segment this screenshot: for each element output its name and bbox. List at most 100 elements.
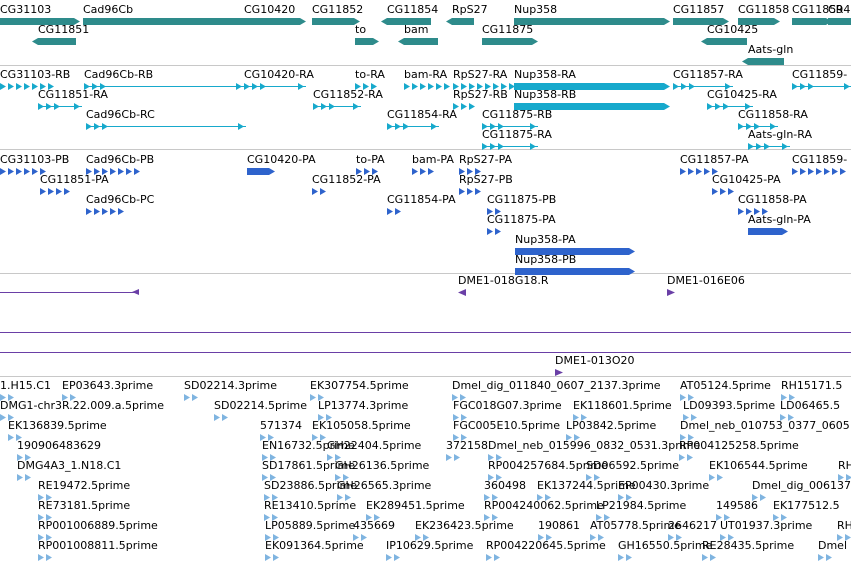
est-glyph	[573, 414, 589, 421]
transcript-glyph	[792, 83, 851, 90]
gene-glyph	[792, 18, 832, 25]
gene-glyph	[0, 18, 80, 25]
est-label: LD09393.5prime	[683, 399, 776, 412]
est-label: EN16732.5prime	[262, 439, 355, 452]
est-glyph	[683, 414, 699, 421]
est-glyph	[596, 514, 612, 521]
protein-glyph	[312, 188, 332, 195]
gene-label: CG10425	[707, 23, 759, 36]
est-label: Dmel_dig_011840_0607_2137.3prime	[452, 379, 661, 392]
clone-line	[0, 332, 851, 333]
protein-label: RpS27-PA	[459, 153, 513, 166]
est-glyph	[680, 434, 696, 441]
protein-glyph	[356, 168, 380, 175]
est-label: EK136839.5prime	[8, 419, 107, 432]
est-glyph	[415, 534, 431, 541]
track-separator	[0, 273, 851, 274]
est-glyph	[709, 474, 725, 481]
gene-label: RpS27	[452, 3, 488, 16]
transcript-glyph	[738, 123, 778, 130]
protein-label: CG11859-	[792, 153, 848, 166]
transcript-glyph	[86, 123, 246, 130]
transcript-glyph	[482, 143, 538, 150]
est-label: EK236423.5prime	[415, 519, 514, 532]
est-label: UT01937.3prime	[720, 519, 813, 532]
clone-end-marker	[132, 289, 139, 295]
gene-label: Aats-gln	[748, 43, 794, 56]
clone-line	[0, 352, 851, 353]
gene-glyph	[355, 38, 379, 45]
est-label: FGC005E10.5prime	[453, 419, 561, 432]
est-glyph	[538, 534, 554, 541]
protein-label: CG11858-PA	[738, 193, 807, 206]
protein-label: Aats-gln-PA	[748, 213, 811, 226]
est-glyph	[386, 554, 402, 561]
track-separator	[0, 376, 851, 377]
gene-glyph	[312, 18, 360, 25]
est-glyph	[488, 454, 504, 461]
transcript-glyph	[514, 103, 670, 110]
protein-glyph	[748, 228, 788, 235]
est-label: LD06465.5	[780, 399, 841, 412]
est-glyph	[618, 554, 634, 561]
est-glyph	[781, 394, 797, 401]
protein-label: CG11857-PA	[680, 153, 749, 166]
gene-glyph	[482, 38, 538, 45]
transcript-label: bam-RA	[404, 68, 448, 81]
protein-glyph	[0, 168, 50, 175]
gene-label: CG11857	[673, 3, 725, 16]
gene-glyph	[701, 38, 753, 45]
est-glyph	[484, 494, 500, 501]
gene-glyph	[398, 38, 444, 45]
est-glyph	[38, 534, 54, 541]
est-label: EK137244.5prime	[537, 479, 636, 492]
track-separator	[0, 149, 851, 150]
gene-label: to	[355, 23, 367, 36]
est-label: LP05889.5prime	[265, 519, 356, 532]
protein-label: Nup358-PB	[515, 253, 577, 266]
protein-label: CG11875-PA	[487, 213, 556, 226]
protein-label: CG31103-PB	[0, 153, 70, 166]
protein-label: to-PA	[356, 153, 385, 166]
est-label: RP004125258.5prime	[679, 439, 799, 452]
gene-glyph	[673, 18, 729, 25]
gene-label: bam	[404, 23, 429, 36]
gene-glyph	[514, 18, 670, 25]
est-label: 190861	[538, 519, 580, 532]
transcript-glyph	[453, 83, 517, 90]
protein-glyph	[487, 228, 507, 235]
transcript-label: CG11875-RA	[482, 128, 552, 141]
protein-glyph	[387, 208, 409, 215]
est-label: RE73181.5prime	[38, 499, 131, 512]
est-label: 435669	[353, 519, 395, 532]
est-glyph	[353, 534, 369, 541]
est-glyph	[0, 394, 16, 401]
protein-label: Nup358-PA	[515, 233, 576, 246]
est-label: SD17861.5prime	[262, 459, 355, 472]
est-glyph	[335, 474, 351, 481]
est-label: LP13774.3prime	[318, 399, 409, 412]
est-glyph	[484, 514, 500, 521]
clone-glyph	[667, 289, 679, 296]
est-label: EK105058.5prime	[312, 419, 411, 432]
gene-glyph	[446, 18, 480, 25]
protein-label: CG11852-PA	[312, 173, 381, 186]
est-label: AT05778.5prime	[590, 519, 681, 532]
transcript-label: CG11858-RA	[738, 108, 808, 121]
est-label: IP10629.5prime	[386, 539, 474, 552]
protein-glyph	[515, 268, 635, 275]
est-glyph	[838, 474, 851, 481]
est-label: SD02214.5prime	[214, 399, 307, 412]
transcript-glyph	[748, 143, 790, 150]
est-label: SD06592.5prime	[586, 459, 679, 472]
protein-label: RpS27-PB	[459, 173, 513, 186]
protein-glyph	[712, 188, 742, 195]
est-glyph	[260, 434, 276, 441]
est-glyph	[8, 434, 24, 441]
protein-glyph	[412, 168, 442, 175]
protein-label: Cad96Cb-PC	[86, 193, 155, 206]
est-glyph	[38, 514, 54, 521]
est-glyph	[452, 394, 468, 401]
est-label: Dmel_neb_015996_0832_0531.3prime	[488, 439, 701, 452]
est-glyph	[679, 454, 695, 461]
